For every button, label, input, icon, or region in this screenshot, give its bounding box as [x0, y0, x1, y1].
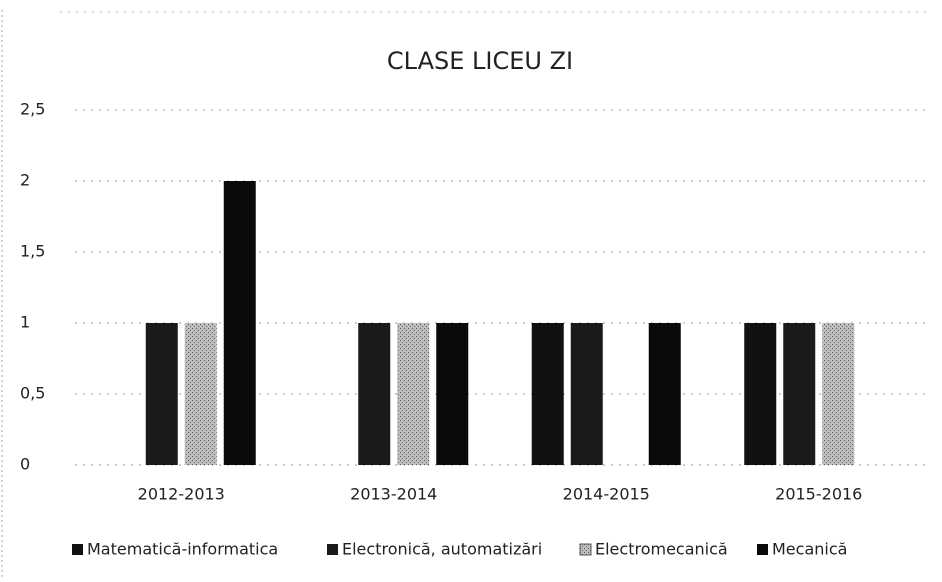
y-tick-label: 1 — [20, 313, 30, 332]
bar — [397, 323, 430, 465]
bar — [783, 323, 816, 465]
bar — [223, 181, 256, 465]
chart-title: CLASE LICEU ZI — [387, 47, 573, 75]
legend-label: Electronică, automatizări — [342, 540, 542, 559]
legend-swatch — [72, 544, 83, 555]
bar — [648, 323, 681, 465]
x-tick-label: 2012-2013 — [138, 485, 225, 504]
y-tick-label: 1,5 — [20, 242, 45, 261]
x-tick-label: 2013-2014 — [350, 485, 437, 504]
legend-swatch — [579, 543, 592, 556]
bar — [570, 323, 603, 465]
y-tick-label: 0,5 — [20, 384, 45, 403]
bar — [531, 323, 564, 465]
bar — [145, 323, 178, 465]
legend-label: Mecanică — [772, 540, 847, 559]
x-tick-label: 2014-2015 — [563, 485, 650, 504]
y-tick-label: 0 — [20, 455, 30, 474]
bar — [436, 323, 469, 465]
legend-label: Electromecanică — [595, 540, 728, 559]
bar — [184, 323, 217, 465]
y-tick-label: 2,5 — [20, 100, 45, 119]
y-tick-label: 2 — [20, 171, 30, 190]
legend-swatch — [757, 544, 768, 555]
bar — [358, 323, 391, 465]
bar — [822, 323, 855, 465]
legend-swatch — [327, 544, 338, 555]
x-tick-label: 2015-2016 — [775, 485, 862, 504]
legend-label: Matematică-informatica — [87, 540, 278, 559]
bar — [744, 323, 777, 465]
